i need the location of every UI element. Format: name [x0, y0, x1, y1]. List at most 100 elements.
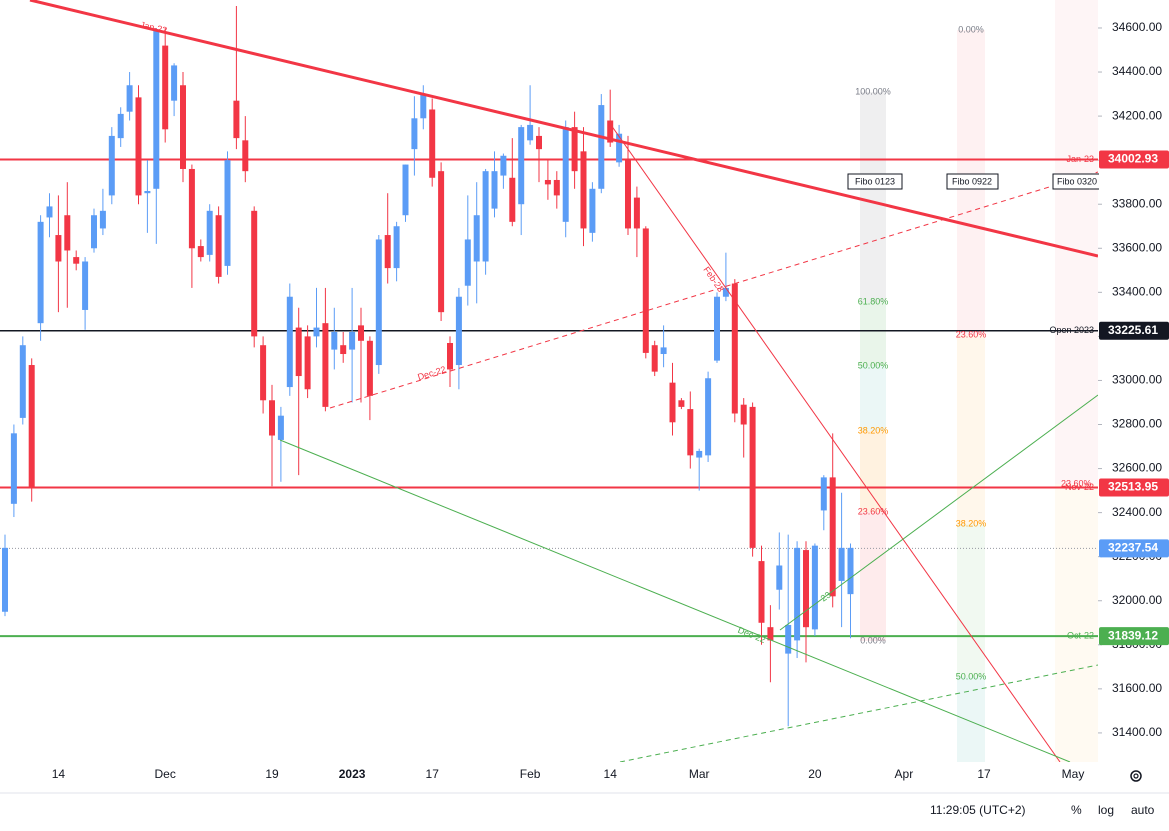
candle-body	[562, 127, 569, 222]
level-label: Nov-22	[1065, 482, 1094, 492]
candle-body	[607, 120, 614, 143]
candle-body	[215, 215, 222, 277]
candle-body	[580, 151, 587, 229]
x-tick-label: 19	[265, 767, 279, 781]
candle-body	[304, 336, 311, 390]
fib-level: 100.00%	[855, 86, 891, 96]
candle-body	[55, 235, 62, 262]
candle-body	[544, 179, 551, 185]
candle-body	[411, 118, 418, 150]
candle-body	[108, 135, 115, 196]
candle-body	[384, 235, 391, 269]
candle-body	[251, 210, 258, 337]
candle-body	[295, 327, 302, 377]
candle-body	[366, 340, 373, 396]
candle-body	[660, 347, 667, 355]
y-tick-label: 34600.00	[1112, 20, 1162, 34]
candle-body	[473, 215, 480, 262]
level-label: Open 2023	[1049, 325, 1094, 335]
candle-body	[829, 477, 836, 597]
log-toggle[interactable]: log	[1098, 803, 1114, 817]
candle-body	[482, 171, 489, 262]
candle-body	[171, 65, 178, 101]
x-tick-label: 20	[808, 767, 822, 781]
candle-body	[811, 545, 818, 630]
y-tick-label: 33400.00	[1112, 285, 1162, 299]
fib-level: 50.00%	[956, 671, 987, 681]
candle-body	[633, 197, 640, 229]
candle-body	[589, 188, 596, 233]
candle-body	[455, 296, 462, 366]
percent-toggle[interactable]: %	[1071, 803, 1082, 817]
candle-body	[571, 127, 578, 172]
candle-body	[10, 433, 17, 504]
candle-body	[687, 409, 694, 456]
candle-body	[642, 228, 649, 353]
price-badge-label: 33225.61	[1108, 323, 1158, 337]
candle-body	[731, 283, 738, 414]
candle-body	[722, 287, 729, 297]
fib-name: Fibo 0123	[855, 176, 895, 186]
candle-body	[651, 345, 658, 372]
candle-body	[322, 323, 329, 407]
candle-body	[464, 239, 471, 286]
candle-body	[162, 45, 169, 130]
candle-body	[46, 206, 53, 218]
fib-level: 23.60%	[858, 506, 889, 516]
candle-body	[847, 547, 854, 595]
candle-body	[64, 215, 71, 251]
candle-body	[286, 296, 293, 388]
candle-body	[73, 257, 80, 264]
fib-name: Fibo 0320	[1057, 176, 1097, 186]
trend-lines	[29, 0, 1098, 762]
candle-body	[598, 105, 605, 189]
level-label: Oct-22	[1067, 631, 1094, 641]
settings-icon[interactable]	[1130, 770, 1142, 782]
candle-body	[447, 342, 453, 370]
x-tick-label: 17	[977, 767, 991, 781]
fib-level: 23.60%	[1061, 478, 1092, 488]
candle-body	[785, 624, 792, 654]
candle-body	[838, 547, 845, 581]
x-tick-label: 2023	[339, 767, 366, 781]
trend-label: 23	[819, 590, 833, 604]
candle-body	[82, 261, 89, 310]
candle-body	[402, 164, 409, 216]
candle-body	[393, 226, 400, 269]
candle-body	[749, 406, 756, 548]
clock: 11:29:05 (UTC+2)	[930, 803, 1026, 817]
x-tick-label: 14	[604, 767, 618, 781]
x-tick-label: 17	[426, 767, 440, 781]
candle-body	[527, 124, 534, 141]
fib-level: 38.20%	[858, 425, 889, 435]
candle-body	[126, 85, 133, 112]
fib-labels: Fibo 0123 100.00% 61.80% 50.00% 38.20% 2…	[847, 24, 1104, 681]
candle-body	[518, 127, 525, 205]
y-tick-label: 31400.00	[1112, 725, 1162, 739]
candle-body	[340, 345, 347, 355]
candle-body	[820, 477, 827, 511]
candle-body	[242, 140, 249, 172]
y-tick-label: 32000.00	[1112, 593, 1162, 607]
price-badge-label: 34002.93	[1108, 152, 1158, 166]
candle-body	[616, 133, 623, 163]
candle-body	[714, 296, 720, 361]
candle-body	[438, 171, 445, 313]
candle-body	[313, 327, 320, 337]
candle-body	[135, 97, 142, 196]
candle-body	[269, 400, 275, 436]
candle-body	[758, 561, 765, 623]
candle-body	[705, 378, 712, 456]
y-tick-label: 34200.00	[1112, 108, 1162, 122]
candle-body	[767, 627, 774, 641]
fib-level: 0.00%	[958, 24, 984, 34]
fib-level: 38.20%	[956, 518, 987, 528]
candle-body	[28, 365, 35, 489]
x-tick-label: May	[1062, 767, 1085, 781]
candle-body	[553, 179, 560, 196]
auto-toggle[interactable]: auto	[1131, 803, 1155, 817]
fib-name: Fibo 0922	[952, 176, 992, 186]
candle-body	[509, 177, 516, 222]
price-badge-label: 32513.95	[1108, 480, 1158, 494]
